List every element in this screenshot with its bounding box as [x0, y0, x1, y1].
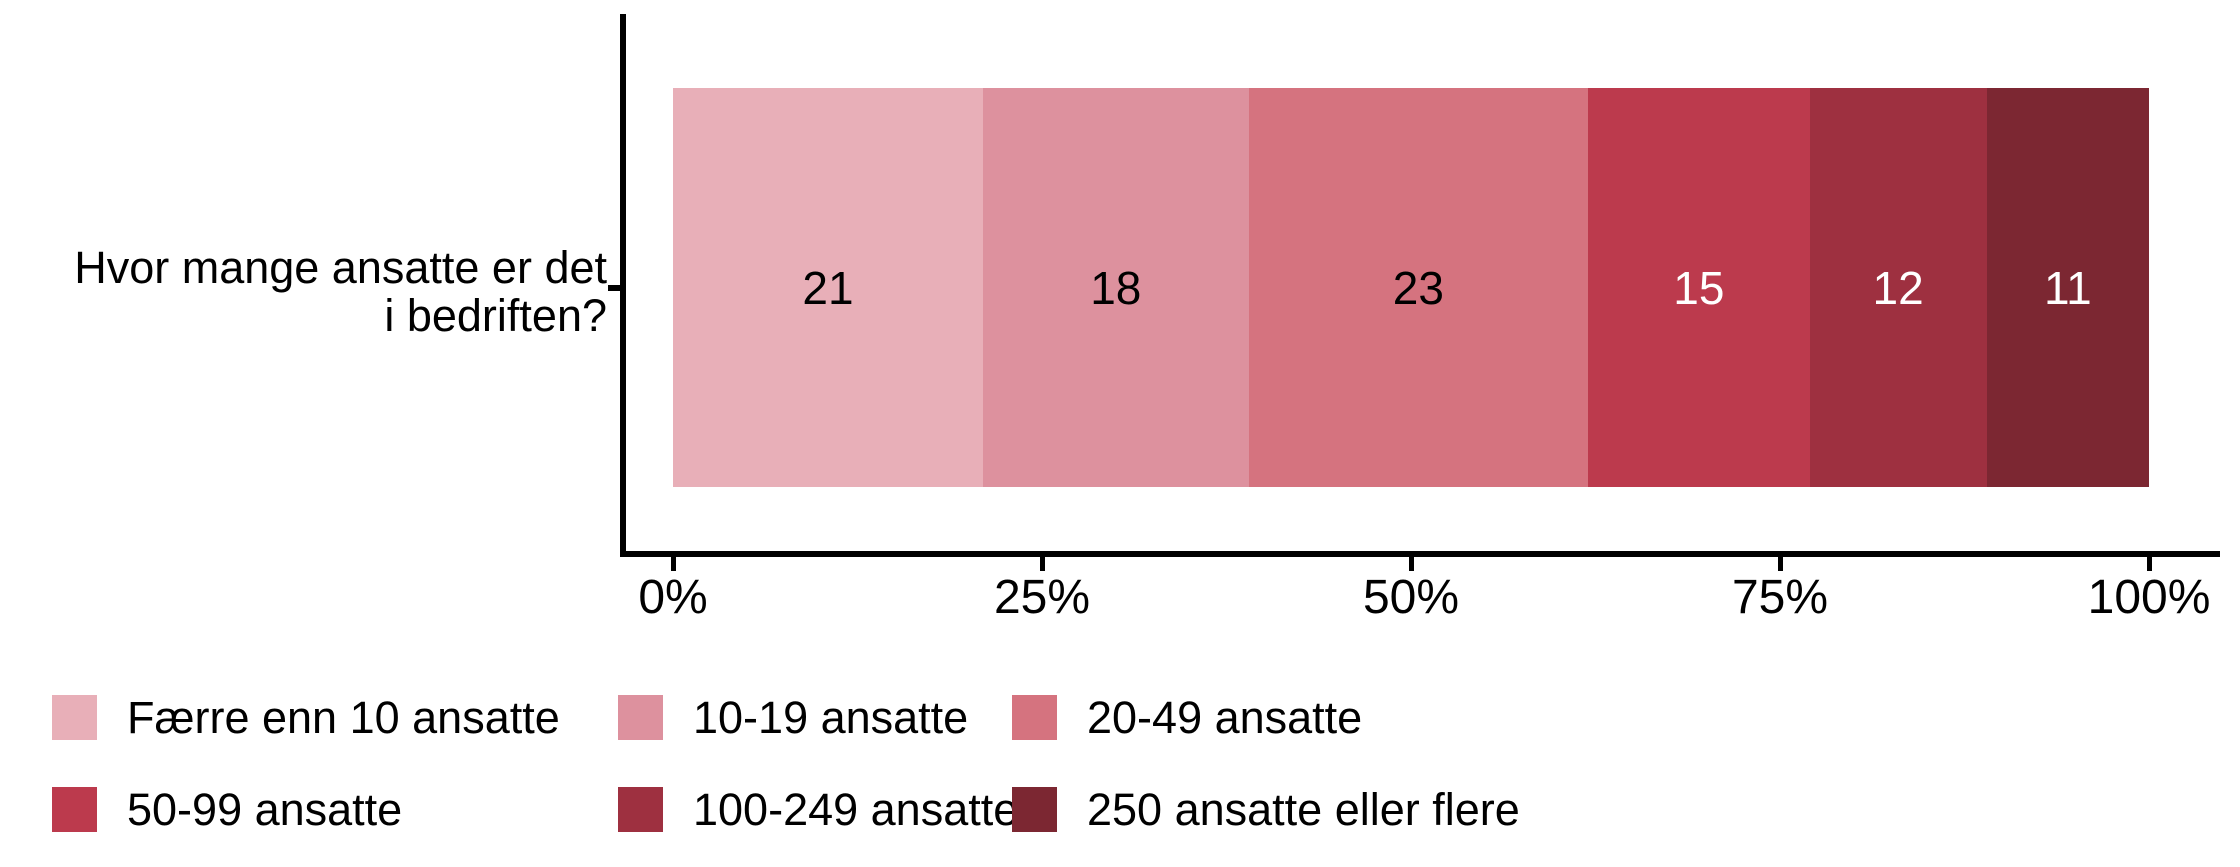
- bar-segment-3: 23: [1248, 88, 1589, 487]
- x-axis-tick-mark: [1777, 557, 1783, 571]
- legend-label: 10-19 ansatte: [693, 691, 969, 743]
- bar-segment-6: 11: [1986, 88, 2150, 487]
- bar-segment-1: 21: [673, 88, 983, 487]
- legend-swatch: [52, 787, 97, 832]
- legend-swatch: [52, 695, 97, 740]
- legend-swatch: [1012, 787, 1057, 832]
- bar-segment-2: 18: [982, 88, 1249, 487]
- legend-label: 100-249 ansatte: [693, 783, 1019, 835]
- y-axis-label: Hvor mange ansatte er det i bedriften?: [0, 244, 607, 340]
- bar-segment-value: 15: [1673, 261, 1725, 314]
- y-axis-line: [620, 14, 626, 557]
- x-axis-tick-mark: [1039, 557, 1045, 571]
- bar-segment-value: 18: [1090, 261, 1142, 314]
- legend-label: 250 ansatte eller flere: [1087, 783, 1520, 835]
- x-axis-tick-label: 75%: [1731, 571, 1829, 624]
- legend-swatch: [618, 787, 663, 832]
- x-axis-tick-label: 50%: [1362, 571, 1460, 624]
- bar-segment-value: 12: [1872, 261, 1924, 314]
- legend-item-6: 250 ansatte eller flere: [1012, 784, 1520, 835]
- legend-item-1: Færre enn 10 ansatte: [52, 692, 560, 743]
- x-axis-tick-label: 100%: [2087, 571, 2211, 624]
- legend-item-3: 20-49 ansatte: [1012, 692, 1362, 743]
- y-axis-label-line-2: i bedriften?: [384, 290, 607, 341]
- x-axis-tick-mark: [2146, 557, 2152, 571]
- bar-segment-4: 15: [1588, 88, 1810, 487]
- legend-item-4: 50-99 ansatte: [52, 784, 402, 835]
- stacked-bar: 21 18 23 15 12 11: [673, 88, 2150, 487]
- x-axis-tick-mark: [670, 557, 676, 571]
- legend-swatch: [1012, 695, 1057, 740]
- legend-label: Færre enn 10 ansatte: [127, 691, 560, 743]
- x-axis-tick-mark: [1408, 557, 1414, 571]
- bar-segment-value: 23: [1392, 261, 1444, 314]
- legend-item-2: 10-19 ansatte: [618, 692, 968, 743]
- legend-label: 50-99 ansatte: [127, 783, 403, 835]
- bar-segment-value: 11: [2043, 261, 2092, 314]
- y-axis-tick: [608, 285, 620, 291]
- legend-label: 20-49 ansatte: [1087, 691, 1363, 743]
- bar-segment-value: 21: [802, 261, 854, 314]
- x-axis-tick-label: 25%: [993, 571, 1091, 624]
- x-axis-tick-label: 0%: [638, 571, 708, 624]
- bar-segment-5: 12: [1809, 88, 1987, 487]
- x-axis-line: [620, 551, 2220, 557]
- legend-item-5: 100-249 ansatte: [618, 784, 1018, 835]
- y-axis-label-line-1: Hvor mange ansatte er det: [74, 242, 607, 293]
- legend-swatch: [618, 695, 663, 740]
